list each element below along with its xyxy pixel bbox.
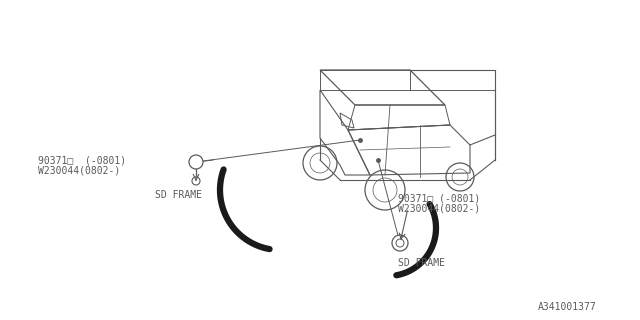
Text: SD FRAME: SD FRAME [398,258,445,268]
Text: A341001377: A341001377 [538,302,596,312]
Text: W230044(0802-): W230044(0802-) [38,165,120,175]
Circle shape [396,239,404,247]
Circle shape [189,155,203,169]
Circle shape [392,235,408,251]
Text: SD FRAME: SD FRAME [155,190,202,200]
Text: 90371□  (-0801): 90371□ (-0801) [38,155,126,165]
Circle shape [192,177,200,185]
Text: 90371□ (-0801): 90371□ (-0801) [398,193,480,203]
Text: W230044(0802-): W230044(0802-) [398,203,480,213]
